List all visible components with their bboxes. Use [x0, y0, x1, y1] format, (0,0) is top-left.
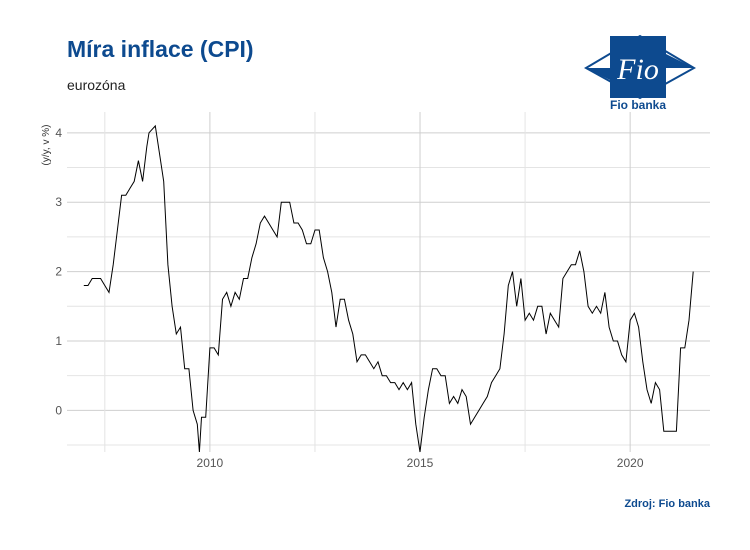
chart-grid — [67, 112, 710, 452]
fio-logo-icon: Fio — [584, 34, 696, 100]
y-tick-label: 4 — [55, 126, 62, 140]
chart-axes: 0 1 2 3 4 2010 2015 2020 — [55, 126, 644, 470]
inflation-series-line — [83, 124, 694, 453]
logo-text: Fio banka — [610, 98, 667, 112]
y-tick-label: 0 — [55, 403, 62, 417]
x-tick-label: 2020 — [617, 456, 644, 470]
y-tick-label: 1 — [55, 334, 62, 348]
chart-title: Míra inflace (CPI) — [67, 36, 254, 62]
source-note: Zdroj: Fio banka — [624, 498, 710, 510]
x-tick-label: 2010 — [197, 456, 224, 470]
y-axis-label: (y/y, v %) — [41, 125, 52, 166]
y-tick-label: 2 — [55, 265, 62, 279]
chart-subtitle: eurozóna — [67, 77, 126, 93]
y-tick-label: 3 — [55, 195, 62, 209]
x-tick-label: 2015 — [407, 456, 434, 470]
svg-text:Fio: Fio — [616, 53, 659, 86]
